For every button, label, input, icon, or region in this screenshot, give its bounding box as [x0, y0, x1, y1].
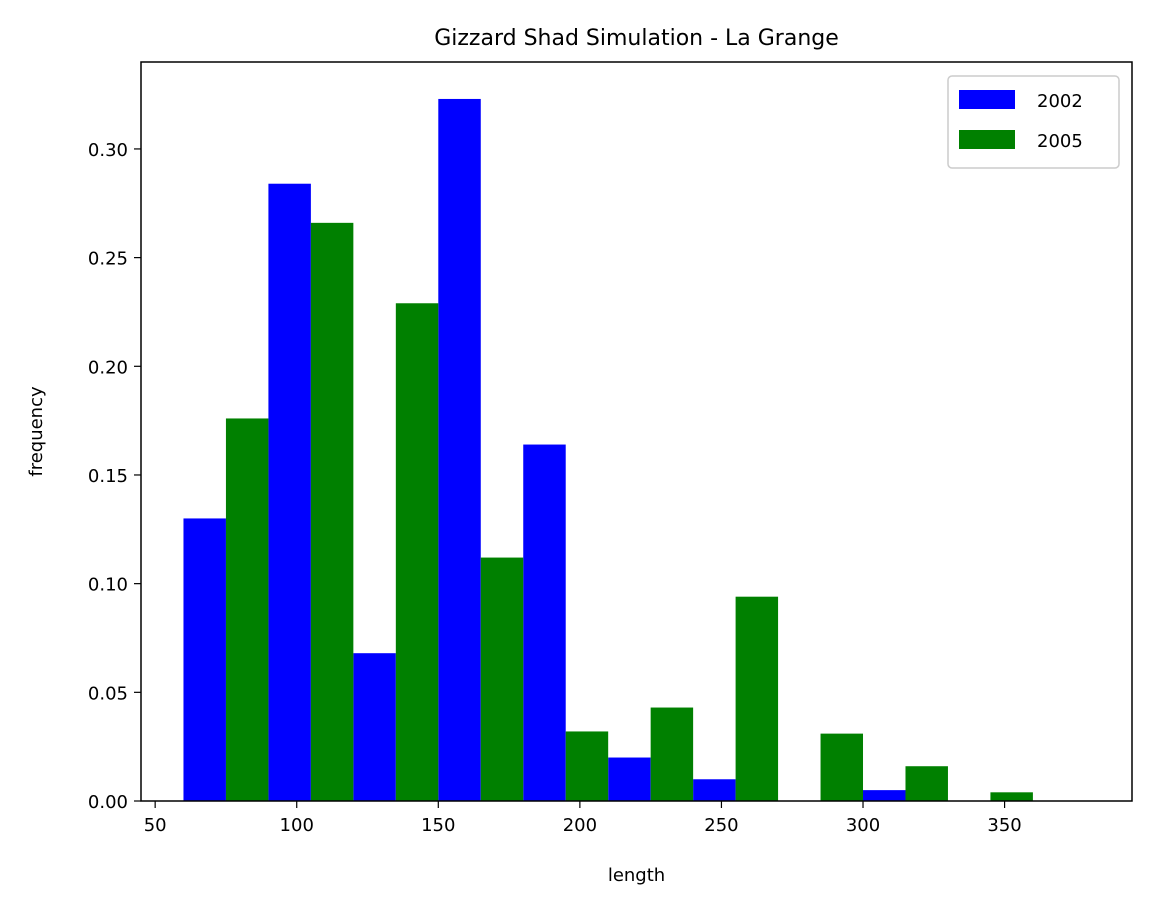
- x-tick-label: 50: [144, 815, 167, 836]
- x-tick-label: 250: [704, 815, 738, 836]
- x-tick-label: 100: [280, 815, 314, 836]
- legend-label-2005: 2005: [1037, 131, 1083, 152]
- bar-2005-8: [905, 766, 948, 801]
- y-tick-label: 0.10: [88, 575, 128, 596]
- y-tick-label: 0.00: [88, 792, 128, 813]
- y-axis-label: frequency: [26, 386, 47, 477]
- bar-2005-5: [650, 707, 694, 801]
- bar-2002-2: [353, 653, 396, 801]
- x-axis: 50 100 150 200 250 300 350: [144, 801, 1022, 836]
- bar-2005-2: [395, 303, 439, 801]
- bar-2002-0: [183, 518, 226, 801]
- y-tick-label: 0.30: [88, 140, 128, 161]
- y-axis: 0.00 0.05 0.10 0.15 0.20 0.25 0.30: [88, 140, 141, 813]
- y-tick-label: 0.20: [88, 357, 128, 378]
- bar-2005-3: [480, 557, 524, 801]
- bar-2002-1: [268, 183, 311, 801]
- y-tick-label: 0.15: [88, 466, 128, 487]
- bar-2002-5: [608, 757, 651, 801]
- bar-2002-6: [693, 779, 736, 801]
- bar-2005-0: [225, 418, 269, 801]
- chart-title: Gizzard Shad Simulation - La Grange: [434, 26, 839, 51]
- y-tick-label: 0.25: [88, 249, 128, 270]
- x-tick-label: 300: [846, 815, 880, 836]
- legend-label-2002: 2002: [1037, 91, 1083, 112]
- bars-layer: [183, 98, 1033, 801]
- bar-2002-8: [863, 790, 906, 801]
- bar-2005-6: [735, 596, 779, 801]
- bar-2005-7: [820, 733, 864, 801]
- x-tick-label: 150: [421, 815, 455, 836]
- x-tick-label: 350: [987, 815, 1021, 836]
- x-tick-label: 200: [563, 815, 597, 836]
- legend: 2002 2005: [947, 75, 1120, 169]
- y-tick-label: 0.05: [88, 683, 128, 704]
- bar-2005-4: [565, 731, 609, 801]
- bar-2002-3: [438, 98, 481, 801]
- bar-2005-1: [310, 222, 354, 801]
- bar-2005-9: [990, 792, 1033, 801]
- bar-2002-4: [523, 444, 566, 801]
- legend-swatch-2005: [959, 130, 1015, 149]
- plot-frame: [140, 61, 1133, 802]
- legend-swatch-2002: [959, 90, 1015, 109]
- x-axis-label: length: [608, 865, 665, 886]
- legend-box: [947, 75, 1120, 169]
